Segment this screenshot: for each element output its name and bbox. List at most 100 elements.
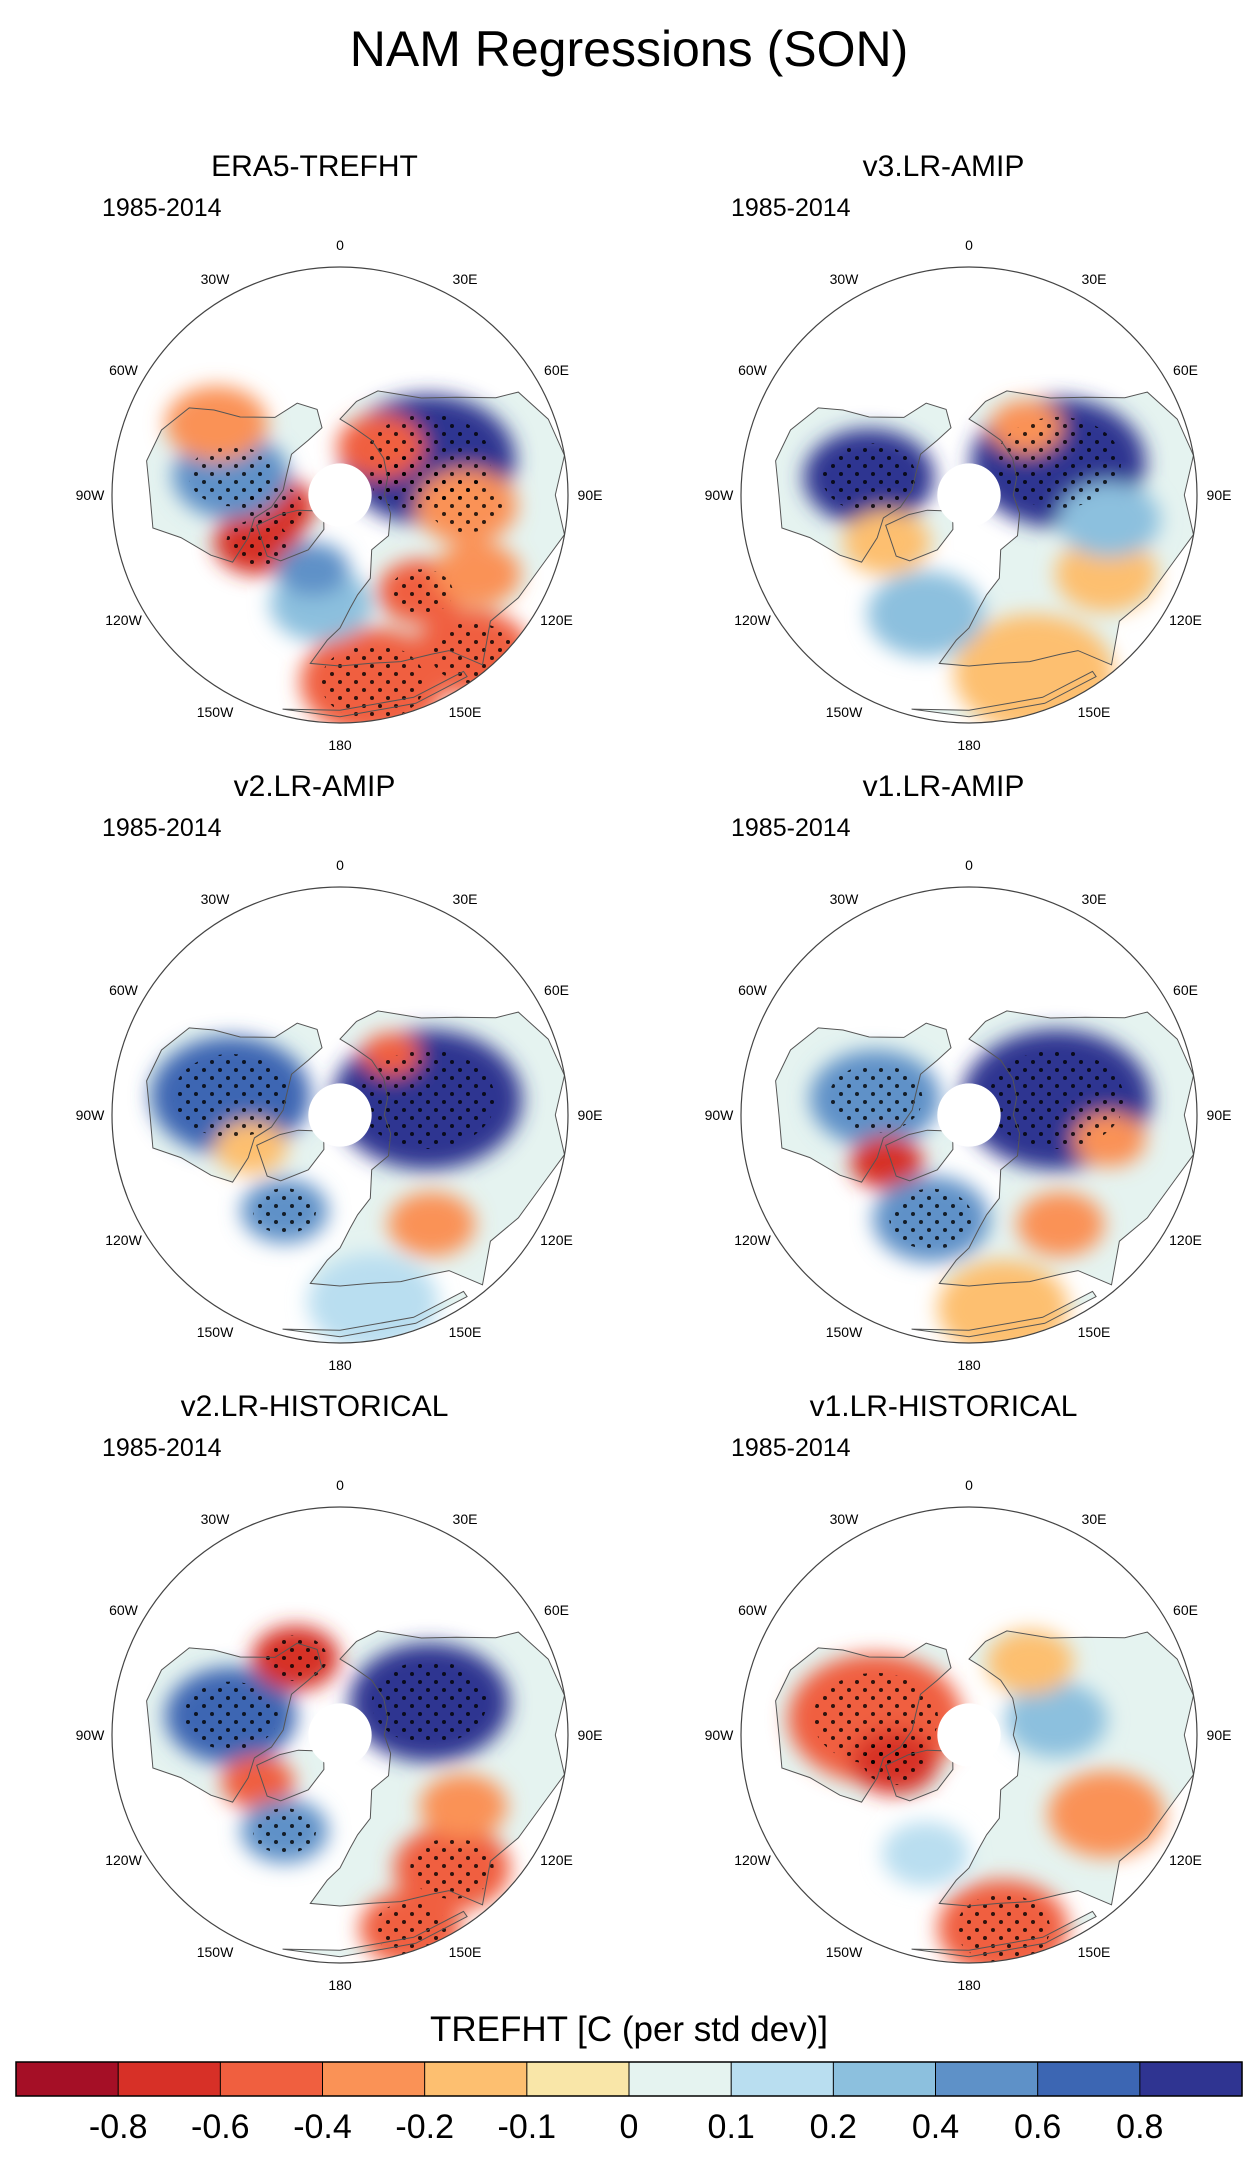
longitude-label: 60E <box>544 982 569 998</box>
longitude-label: 180 <box>328 1357 352 1373</box>
coastline <box>146 402 323 563</box>
significance-stipple <box>956 1894 1051 1963</box>
longitude-label: 90E <box>1206 487 1232 503</box>
significance-stipple <box>226 519 290 566</box>
longitude-label: 30E <box>1081 1510 1107 1527</box>
longitude-label: 60W <box>109 1602 138 1618</box>
longitude-label: 150W <box>825 1943 863 1960</box>
longitude-label: 150E <box>1077 1323 1111 1340</box>
colorbar-bin <box>629 2062 732 2096</box>
colorbar-tick-label: 0.1 <box>707 2108 755 2146</box>
panel-title: v1.LR-HISTORICAL <box>809 1390 1078 1423</box>
longitude-label: 90W <box>75 487 105 503</box>
arctic-ocean <box>308 463 372 527</box>
longitude-label: 30E <box>1081 890 1107 907</box>
significance-stipple <box>995 416 1121 509</box>
colorbar-tick-label: 0.2 <box>809 2108 857 2146</box>
map-boundary <box>740 266 1198 724</box>
longitude-label: 150W <box>196 703 234 720</box>
coastline <box>775 1642 952 1803</box>
panel-title: v2.LR-HISTORICAL <box>180 1390 449 1423</box>
regression-contour <box>1055 536 1158 612</box>
arctic-ocean <box>308 1703 372 1767</box>
colorbar-tick-label: 0.6 <box>1014 2108 1062 2146</box>
longitude-label: 60E <box>1173 982 1198 998</box>
significance-stipple <box>320 644 426 721</box>
panel-title: v3.LR-AMIP <box>862 150 1025 183</box>
significance-stipple <box>371 1660 487 1745</box>
longitude-label: 150E <box>448 703 482 720</box>
colorbar-bin <box>935 2062 1039 2096</box>
longitude-label: 30W <box>200 270 230 287</box>
map-boundary <box>111 1506 569 1964</box>
colorbar-bin <box>1037 2062 1141 2096</box>
longitude-label: 120W <box>105 612 142 628</box>
significance-stipple <box>889 1188 973 1250</box>
map-panel: v3.LR-AMIP 1985-2014 180 150E 120E 90E 60E 30E 0… <box>629 150 1258 770</box>
regression-contour <box>1016 1191 1105 1257</box>
coastline <box>938 1010 1195 1287</box>
longitude-label: 120W <box>734 1852 771 1868</box>
longitude-label: 30W <box>829 1510 859 1527</box>
map-boundary <box>740 1506 1198 1964</box>
longitude-label: 60W <box>738 362 767 378</box>
longitude-label: 120E <box>540 612 573 628</box>
map-panel: v2.LR-HISTORICAL 1985-2014 180 150E 120E 90E 6… <box>0 1390 629 2010</box>
longitude-label: 0 <box>965 1477 973 1493</box>
longitude-label: 90W <box>75 1107 105 1123</box>
longitude-label: 0 <box>336 857 344 873</box>
map-boundary <box>111 886 569 1344</box>
regression-contour <box>165 386 268 462</box>
map-boundary <box>111 266 569 724</box>
significance-stipple <box>253 1188 316 1234</box>
map-panel: ERA5-TREFHT 1985-2014 180 150E 120E 90E 60E 30E… <box>0 150 629 770</box>
longitude-label: 30E <box>452 1510 478 1527</box>
coastline <box>911 1910 1097 1958</box>
colorbar-tick-label: -0.1 <box>497 2108 557 2146</box>
regression-contour <box>419 1774 508 1839</box>
coastline <box>146 1022 323 1183</box>
longitude-label: 0 <box>965 237 973 253</box>
colorbar-bin <box>731 2062 834 2096</box>
colorbar-bin <box>16 2062 119 2096</box>
longitude-label: 120E <box>540 1852 573 1868</box>
regression-contour <box>221 1755 295 1810</box>
longitude-label: 90W <box>75 1727 105 1743</box>
coastline <box>309 1630 566 1907</box>
significance-stipple <box>988 1050 1125 1149</box>
significance-stipple <box>173 1054 289 1138</box>
longitude-label: 0 <box>336 237 344 253</box>
longitude-label: 60W <box>109 982 138 998</box>
arctic-ocean <box>937 463 1001 527</box>
longitude-label: 180 <box>957 737 981 753</box>
polar-map <box>111 1506 569 1964</box>
longitude-label: 150W <box>196 1323 234 1340</box>
coastline <box>282 1290 468 1338</box>
longitude-label: 30E <box>1081 270 1107 287</box>
longitude-label: 150E <box>1077 703 1111 720</box>
longitude-label: 0 <box>336 1477 344 1493</box>
longitude-label: 150W <box>196 1943 234 1960</box>
regression-contour <box>276 542 350 597</box>
longitude-label: 60E <box>544 362 569 378</box>
regression-contour <box>307 1253 439 1343</box>
longitude-label: 60W <box>109 362 138 378</box>
longitude-label: 60E <box>1173 1602 1198 1618</box>
regression-contour <box>850 1135 924 1190</box>
regression-contour <box>882 1821 970 1887</box>
longitude-label: 30W <box>200 1510 230 1527</box>
longitude-label: 120W <box>734 612 771 628</box>
colorbar-bin <box>322 2062 426 2096</box>
figure-title: NAM Regressions (SON) <box>349 21 909 77</box>
significance-stipple <box>253 1808 316 1854</box>
coastline <box>309 390 566 667</box>
panel-period: 1985-2014 <box>102 1434 222 1462</box>
longitude-label: 180 <box>957 1357 981 1373</box>
longitude-label: 120E <box>540 1232 573 1248</box>
coastline <box>282 670 468 718</box>
longitude-label: 30E <box>452 890 478 907</box>
coastline <box>309 1010 566 1287</box>
longitude-label: 90E <box>1206 1107 1232 1123</box>
longitude-label: 60E <box>544 1602 569 1618</box>
polar-map <box>111 266 569 724</box>
